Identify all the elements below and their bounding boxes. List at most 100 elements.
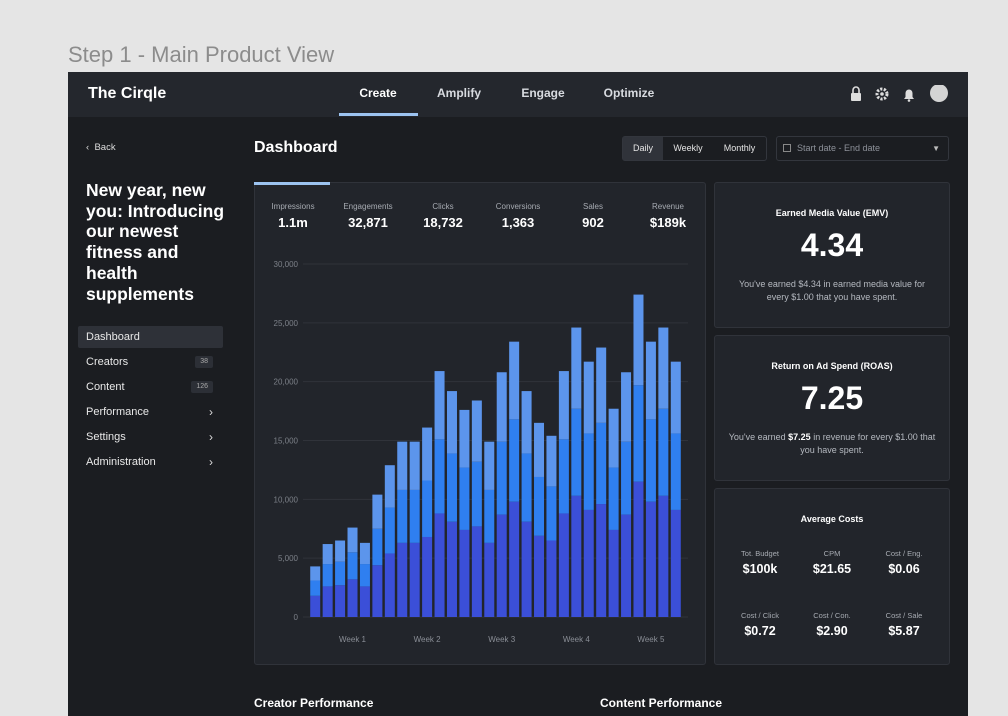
bar-segment <box>359 564 370 587</box>
y-tick-label: 10,000 <box>274 495 299 504</box>
metric-label: Clicks <box>432 202 454 211</box>
bell-icon[interactable] <box>904 89 914 102</box>
bar-segment <box>621 372 632 442</box>
chevron: › <box>209 455 213 469</box>
bar-segment <box>310 595 321 617</box>
lock-icon[interactable] <box>851 86 861 101</box>
bar-segment <box>670 433 681 510</box>
cost-value: $0.06 <box>888 562 920 576</box>
bar-segment <box>409 542 420 617</box>
bar-segment <box>372 528 383 566</box>
bar-segment <box>310 580 321 596</box>
metric-label: Impressions <box>271 202 315 211</box>
bar-segment <box>359 542 370 565</box>
dropdown-arrow: ▼ <box>932 144 940 153</box>
bar-segment <box>422 536 433 617</box>
bar-segment <box>546 540 557 617</box>
active-metric-indicator <box>254 182 330 185</box>
metric-value: 1.1m <box>278 215 308 230</box>
avatar[interactable] <box>930 85 948 102</box>
bar-segment <box>397 489 408 543</box>
menu-label: Dashboard <box>86 331 140 343</box>
period-option[interactable]: Daily <box>623 137 663 160</box>
top-nav: The Cirqle Create Amplify Engage Optimiz… <box>68 72 968 117</box>
bar-segment <box>558 513 569 617</box>
nav-tab[interactable]: Engage <box>521 86 565 100</box>
menu-item[interactable]: Settings › <box>78 426 223 448</box>
bar-segment <box>496 372 507 442</box>
bar-segment <box>571 495 582 617</box>
cost-value: $2.90 <box>816 624 848 638</box>
bar-segment <box>583 433 594 510</box>
bar-segment <box>658 408 669 496</box>
bar-segment <box>434 371 445 440</box>
menu-item[interactable]: Dashboard <box>78 326 223 348</box>
bar-segment <box>409 441 420 490</box>
bar-segment <box>621 441 632 515</box>
campaign-title: New year, new you: Introducing our newes… <box>86 180 225 304</box>
bar-segment <box>521 453 532 522</box>
cost-label: Cost / Sale <box>885 611 923 620</box>
cost-label: Cost / Eng. <box>885 549 923 558</box>
date-picker[interactable]: Start date - End date ▼ <box>776 136 949 161</box>
bar-segment <box>509 501 520 617</box>
bar-segment <box>558 371 569 440</box>
bar-segment <box>459 467 470 530</box>
y-tick-label: 15,000 <box>274 437 299 446</box>
bar-segment <box>596 347 607 423</box>
back-link[interactable]: ‹ Back <box>86 142 116 153</box>
bar-segment <box>583 361 594 434</box>
bar-segment <box>471 400 482 462</box>
calendar-icon <box>783 144 791 152</box>
cost-label: CPM <box>823 549 841 558</box>
metric-label: Engagements <box>343 202 393 211</box>
nav-tab[interactable]: Optimize <box>603 86 655 100</box>
period-toggle: Daily Weekly Monthly <box>622 136 767 161</box>
settings-icon[interactable] <box>875 87 889 101</box>
menu-item[interactable]: Content 126 <box>78 376 223 398</box>
brand[interactable]: The Cirqle <box>88 85 167 102</box>
bar-segment <box>372 565 383 617</box>
card-title: Earned Media Value (EMV) <box>775 208 889 218</box>
bar-segment <box>546 435 557 487</box>
menu-item[interactable]: Performance › <box>78 401 223 423</box>
bar-segment <box>546 486 557 541</box>
bar-segment <box>608 408 619 468</box>
period-option[interactable]: Weekly <box>673 143 703 153</box>
costs-card: Average Costs Tot. Budget $100k CPM $21.… <box>714 488 950 665</box>
bar-segment <box>347 552 358 580</box>
cost-value: $0.72 <box>744 624 776 638</box>
bar-segment <box>558 439 569 514</box>
metric-label: Sales <box>582 202 604 211</box>
menu-label: Performance <box>86 406 149 418</box>
bar-segment <box>310 566 321 581</box>
nav-tab[interactable]: Create <box>359 86 397 100</box>
bar-segment <box>670 361 681 434</box>
bar-segment <box>459 529 470 617</box>
bar-segment <box>384 465 395 508</box>
bar-segment <box>645 419 656 502</box>
y-tick-label: 25,000 <box>274 319 299 328</box>
y-tick-label: 20,000 <box>274 378 299 387</box>
roas-card: Return on Ad Spend (ROAS) 7.25 You've ea… <box>714 335 950 481</box>
period-option[interactable]: Monthly <box>723 143 756 153</box>
bar-segment <box>596 422 607 505</box>
x-tick-label: Week 5 <box>637 635 665 644</box>
bar-segment <box>496 514 507 617</box>
bar-segment <box>658 495 669 617</box>
menu-item[interactable]: Creators 38 <box>78 351 223 373</box>
bar-segment <box>571 408 582 496</box>
bar-segment <box>571 327 582 409</box>
x-tick-label: Week 1 <box>339 635 367 644</box>
bar-segment <box>384 553 395 617</box>
bar-segment <box>335 561 346 586</box>
nav-tab[interactable]: Amplify <box>436 86 482 100</box>
bar-segment <box>409 489 420 543</box>
menu-label: Content <box>86 381 125 393</box>
bar-segment <box>633 385 644 482</box>
bar-segment <box>658 327 669 409</box>
menu-item[interactable]: Administration › <box>78 451 223 473</box>
bar-segment <box>347 527 358 553</box>
